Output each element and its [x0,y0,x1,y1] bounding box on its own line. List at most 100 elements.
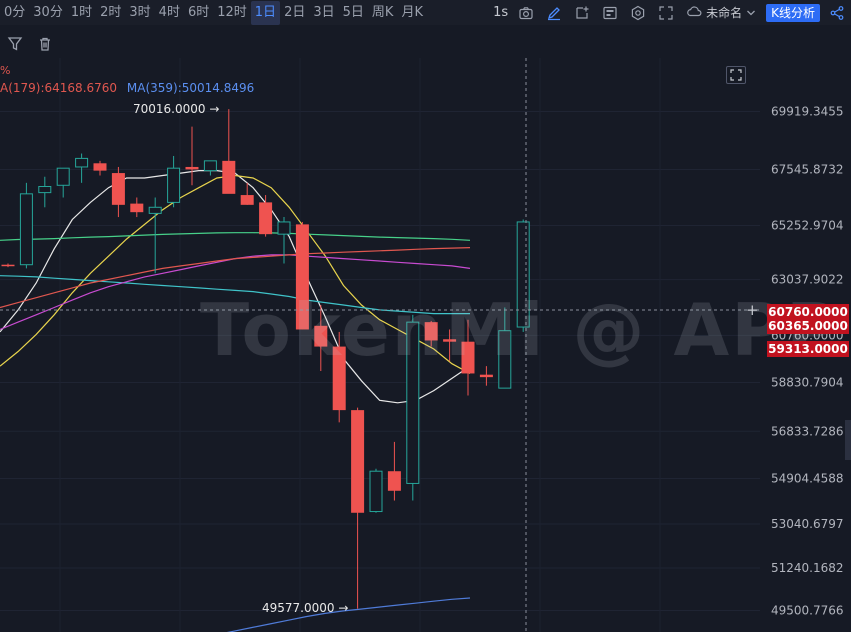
top-toolbar: 0分 30分 1时 2时 3时 4时 6时 12时 1日 2日 3日 5日 周K 月K 1s 未命名 K线分析 [0,0,851,25]
candle [148,197,162,274]
timeframe-tab[interactable]: 周K [371,4,394,20]
candle [369,468,383,513]
watermark: TokenMi @ APP [200,288,841,372]
candle-body [351,410,365,513]
price-tick-label: 67545.8732 [771,163,844,177]
chevron-down-icon [746,6,756,20]
svg-text:+: + [746,301,759,319]
timeframe-tab[interactable]: 1日 [250,0,281,25]
timeframe-tab[interactable]: 2时 [100,4,122,20]
cloud-icon [686,5,702,20]
layout-selector[interactable]: 未命名 [686,4,756,21]
kline-analysis-button[interactable]: K线分析 [766,3,820,22]
candle [203,160,217,176]
candle-body [1,264,15,267]
annotations: 70016.0000 → 49577.0000 → [133,102,348,615]
price-tag-2: 60365.0000 [767,318,849,334]
candle-body [479,374,493,378]
candle [295,221,309,330]
timeframe-tab[interactable]: 5日 [342,4,364,20]
high-annotation: 70016.0000 → [133,102,219,116]
candle-body [295,224,309,330]
ma-line [0,247,471,309]
filter-icon[interactable] [6,35,24,53]
price-tick-label: 69919.3455 [771,105,844,119]
settings-icon[interactable] [629,4,647,22]
candle-body [277,221,291,235]
candle [111,166,125,218]
moving-average-lines [0,170,471,632]
candle-body [461,341,475,374]
candle-body [130,203,144,213]
candle-body [240,195,254,205]
chart-grid [0,58,760,632]
add-indicator-icon[interactable] [573,4,591,22]
timeframe-tab[interactable]: 3时 [129,4,151,20]
price-tick-label: 56833.7286 [771,424,844,438]
candle [443,329,457,362]
ma-line [226,597,471,632]
ma-line [0,275,470,315]
timeframe-tab[interactable]: 2日 [284,4,306,20]
price-axis: 69919.3455 67545.8732 65252.9704 63037.9022… [771,105,844,618]
drawing-toolbar [0,30,120,58]
candle [259,195,273,237]
candle [75,153,89,183]
timeframe-tab[interactable]: 6时 [187,4,210,20]
candle [387,441,401,501]
interval-selector[interactable]: 1s [493,4,509,20]
price-tag-3: 59313.0000 [767,341,849,357]
candle [406,314,420,501]
pencil-icon[interactable] [545,4,563,22]
ma-line [0,232,471,241]
timeframe-tab[interactable]: 月K [401,4,423,20]
candle [93,160,107,176]
candle [424,320,438,347]
candle [185,126,199,186]
candle [38,176,52,208]
candle [314,305,328,372]
timeframe-tab[interactable]: 12时 [217,4,247,20]
low-annotation: 49577.0000 → [262,601,348,615]
candle [351,407,365,609]
price-tick-label: 54904.4588 [771,471,844,485]
candle [130,197,144,218]
candle-body [19,193,33,266]
candle-body [424,322,438,341]
timeframe-tab[interactable]: 0分 [4,4,26,20]
ma179-value: A(179):64168.6760 [0,81,118,95]
timeframe-tab[interactable]: 30分 [33,4,63,20]
candle-body [314,325,328,347]
price-tick-label: 49500.7766 [771,604,844,618]
candle-body [498,330,512,389]
fullscreen-toggle-icon[interactable] [726,66,746,84]
layout-name-label: 未命名 [706,6,743,20]
timeframe-tab[interactable]: 1时 [70,4,93,20]
candle [461,319,475,396]
fullscreen-icon[interactable] [657,4,675,22]
trash-icon[interactable] [36,35,54,53]
share-icon[interactable] [828,4,846,22]
price-tick-label: 63037.9022 [771,273,844,287]
price-tick-label: 51240.1682 [771,561,844,575]
candle-body [222,160,236,194]
candle [56,167,70,198]
candle-body [332,346,346,411]
price-tick-label: 58830.7904 [771,375,844,389]
candle [498,307,512,389]
candles [1,109,530,609]
template-icon[interactable] [601,4,619,22]
scroll-handle[interactable] [845,420,851,460]
ma-legend: A(179):64168.6760 MA(359):50014.8496 [0,81,254,95]
camera-icon[interactable] [517,4,535,22]
price-tick-label: 65252.9704 [771,219,844,233]
timeframe-tab[interactable]: 3日 [313,4,335,20]
candle-body [38,186,52,194]
legend-percent: % [0,64,11,77]
candle-body [111,173,125,205]
candle-body [203,160,217,172]
timeframe-tab[interactable]: 4时 [158,4,180,20]
candle-body [167,167,181,203]
candle-body [259,202,273,235]
